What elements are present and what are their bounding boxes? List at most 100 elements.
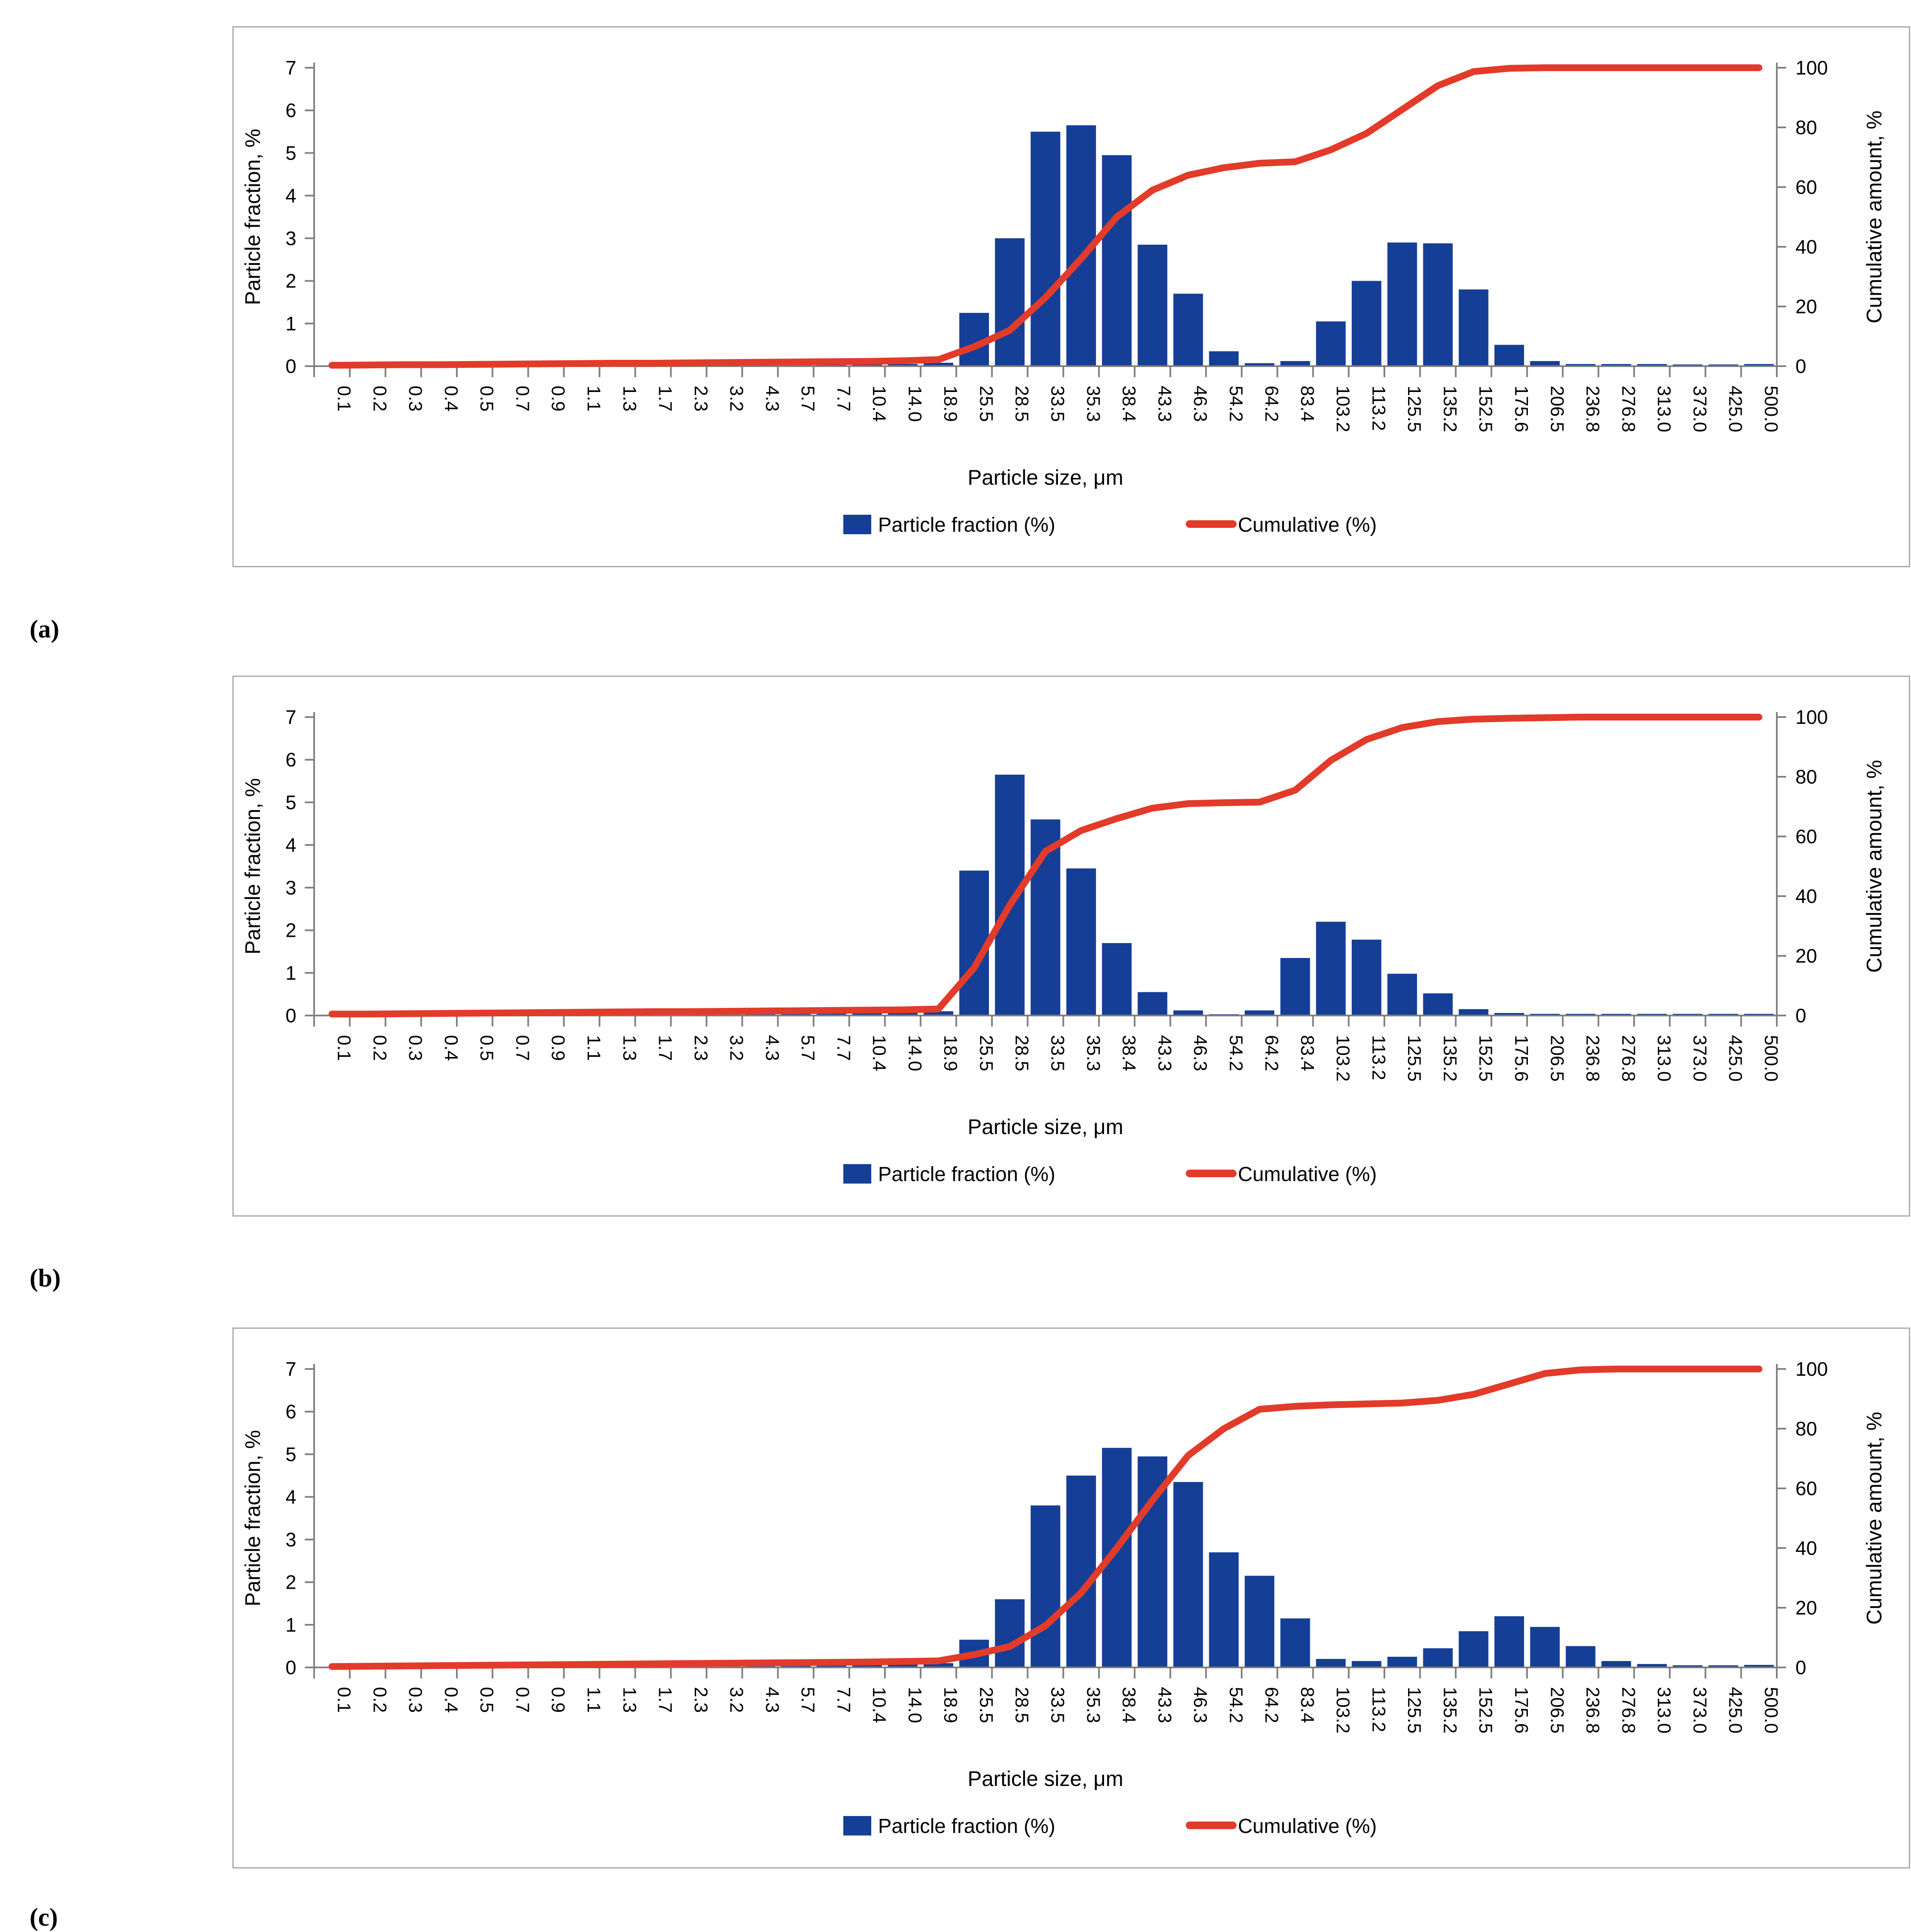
legend-bar-label: Particle fraction (%) xyxy=(878,1163,1055,1186)
left-axis-tick-label: 1 xyxy=(285,312,296,334)
chart-panel-b: 0 1 2 3 4 5 6 7 0 20 40 60 80 100 0.1 0.2 0.3 0.4 0.5 0.7 0.… xyxy=(232,676,1910,1217)
x-tick-label: 425.0 xyxy=(1725,1687,1746,1733)
bar xyxy=(1209,1552,1239,1667)
bar xyxy=(1066,1475,1096,1667)
x-tick-label: 276.8 xyxy=(1618,386,1639,432)
left-axis-tick-label: 3 xyxy=(285,1529,296,1551)
x-tick-label: 175.6 xyxy=(1511,1687,1532,1733)
right-axis-tick-label: 80 xyxy=(1795,766,1817,788)
x-tick-label: 152.5 xyxy=(1475,1687,1496,1733)
x-tick-label: 135.2 xyxy=(1439,1687,1460,1733)
x-tick-label: 0.7 xyxy=(512,1687,533,1713)
bar xyxy=(923,362,953,366)
x-tick-label: 54.2 xyxy=(1226,386,1246,422)
x-tick-label: 1.1 xyxy=(583,386,604,411)
x-tick-label: 103.2 xyxy=(1333,386,1353,432)
bar xyxy=(1316,321,1346,367)
x-tick-label: 175.6 xyxy=(1511,1035,1532,1082)
bar xyxy=(1387,974,1417,1016)
x-tick-label: 236.8 xyxy=(1582,1035,1603,1082)
x-tick-label: 0.4 xyxy=(441,1035,461,1061)
x-tick-label: 14.0 xyxy=(904,1035,925,1071)
bar xyxy=(959,870,989,1016)
left-axis-tick-label: 4 xyxy=(285,1486,296,1508)
bar xyxy=(995,1599,1025,1667)
bar xyxy=(1637,1664,1667,1667)
legend-bar-swatch xyxy=(843,1164,871,1184)
right-axis-tick-label: 20 xyxy=(1795,295,1817,317)
bar xyxy=(1316,922,1346,1016)
x-tick-label: 103.2 xyxy=(1333,1687,1353,1733)
left-axis-tick-label: 2 xyxy=(285,1571,296,1593)
x-tick-label: 0.2 xyxy=(369,1687,390,1713)
x-tick-label: 373.0 xyxy=(1689,1035,1710,1082)
x-tick-label: 1.1 xyxy=(583,1035,604,1061)
x-tick-label: 83.4 xyxy=(1297,1035,1317,1071)
right-axis-tick-label: 40 xyxy=(1795,1537,1817,1559)
legend-line-label: Cumulative (%) xyxy=(1238,1163,1377,1186)
x-tick-label: 500.0 xyxy=(1761,1035,1781,1082)
x-tick-label: 28.5 xyxy=(1011,1687,1032,1723)
x-tick-label: 46.3 xyxy=(1190,386,1211,422)
x-tick-label: 35.3 xyxy=(1083,1035,1104,1071)
cumulative-line xyxy=(329,64,1762,369)
x-tick-label: 18.9 xyxy=(940,386,961,422)
x-tick-label: 0.2 xyxy=(369,1035,390,1061)
bar xyxy=(1351,1661,1381,1667)
right-axis-tick-label: 60 xyxy=(1795,1477,1817,1499)
bar xyxy=(1566,364,1596,366)
x-tick-label: 28.5 xyxy=(1011,386,1032,422)
x-tick-label: 25.5 xyxy=(976,1687,997,1723)
panel-label-c: (c) xyxy=(30,1903,58,1931)
bar xyxy=(1102,943,1132,1016)
x-tick-label: 206.5 xyxy=(1546,1687,1567,1733)
x-tick-label: 46.3 xyxy=(1190,1035,1211,1071)
bar xyxy=(1280,1618,1310,1667)
left-axis-tick-label: 1 xyxy=(285,962,296,984)
x-axis-title: Particle size, μm xyxy=(968,1115,1124,1139)
bar xyxy=(1280,958,1310,1016)
x-tick-label: 500.0 xyxy=(1761,386,1781,432)
bar xyxy=(1458,289,1488,366)
x-tick-label: 1.3 xyxy=(619,1687,640,1713)
left-axis-tick-label: 4 xyxy=(285,834,296,856)
x-tick-label: 152.5 xyxy=(1475,386,1496,432)
x-tick-label: 313.0 xyxy=(1654,386,1674,432)
left-axis-tick-label: 0 xyxy=(285,355,296,377)
bar xyxy=(1351,939,1381,1016)
x-tick-label: 1.7 xyxy=(655,386,676,411)
bar xyxy=(852,364,882,366)
x-tick-label: 54.2 xyxy=(1226,1035,1246,1071)
left-axis-tick-label: 4 xyxy=(285,185,296,207)
right-axis-tick-label: 0 xyxy=(1795,355,1806,377)
particle-size-chart-c: 0 1 2 3 4 5 6 7 0 20 40 60 80 100 0.1 0.2 0.3 0.4 0.5 0.7 0.… xyxy=(241,1358,1886,1838)
bar xyxy=(745,1665,775,1667)
x-tick-label: 0.4 xyxy=(441,1687,461,1713)
x-tick-label: 33.5 xyxy=(1047,1035,1068,1071)
bar xyxy=(888,1664,918,1667)
x-tick-label: 10.4 xyxy=(869,1035,889,1071)
x-tick-label: 83.4 xyxy=(1297,1687,1317,1723)
x-tick-label: 135.2 xyxy=(1439,386,1460,432)
cumulative-line xyxy=(329,714,1762,1018)
bar xyxy=(1494,345,1524,366)
y-axis-title-left: Particle fraction, % xyxy=(241,778,265,955)
bar xyxy=(1351,281,1381,366)
bar xyxy=(1637,364,1667,366)
bar xyxy=(1387,1656,1417,1667)
left-axis-tick-label: 7 xyxy=(285,1358,296,1380)
bar xyxy=(1173,1010,1203,1016)
bar xyxy=(1423,1648,1453,1667)
legend-bar-swatch xyxy=(843,1816,871,1835)
bar xyxy=(1066,868,1096,1016)
bar xyxy=(1601,1661,1631,1667)
legend-bar-label: Particle fraction (%) xyxy=(878,1815,1055,1838)
x-tick-label: 0.2 xyxy=(369,386,390,411)
right-axis-tick-label: 0 xyxy=(1795,1656,1806,1678)
x-tick-label: 33.5 xyxy=(1047,1687,1068,1723)
bar xyxy=(1601,364,1631,366)
bar xyxy=(1030,1505,1060,1667)
left-axis-tick-label: 7 xyxy=(285,57,296,79)
bar xyxy=(1173,293,1203,366)
